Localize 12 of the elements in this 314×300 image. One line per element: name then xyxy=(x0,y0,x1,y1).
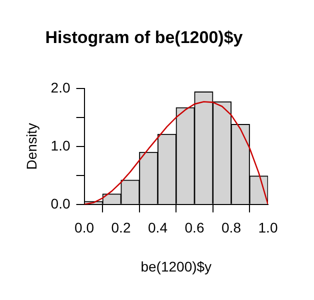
x-tick-label: 0.4 xyxy=(148,220,168,236)
x-tick-label: 0.6 xyxy=(184,220,204,236)
y-tick-label: 0.0 xyxy=(50,195,70,212)
x-axis-title: be(1200)$y xyxy=(140,258,212,274)
y-tick-label: 1.0 xyxy=(50,137,70,154)
x-tick-label: 0.8 xyxy=(222,220,242,236)
y-tick-label: 2.0 xyxy=(50,79,70,96)
x-tick-label: 1.0 xyxy=(258,220,278,236)
x-tick-label: 0.0 xyxy=(74,220,94,236)
chart-title: Histogram of be(1200)$y xyxy=(45,28,244,47)
y-axis-title: Density xyxy=(23,123,40,170)
x-tick-label: 0.2 xyxy=(111,220,131,236)
